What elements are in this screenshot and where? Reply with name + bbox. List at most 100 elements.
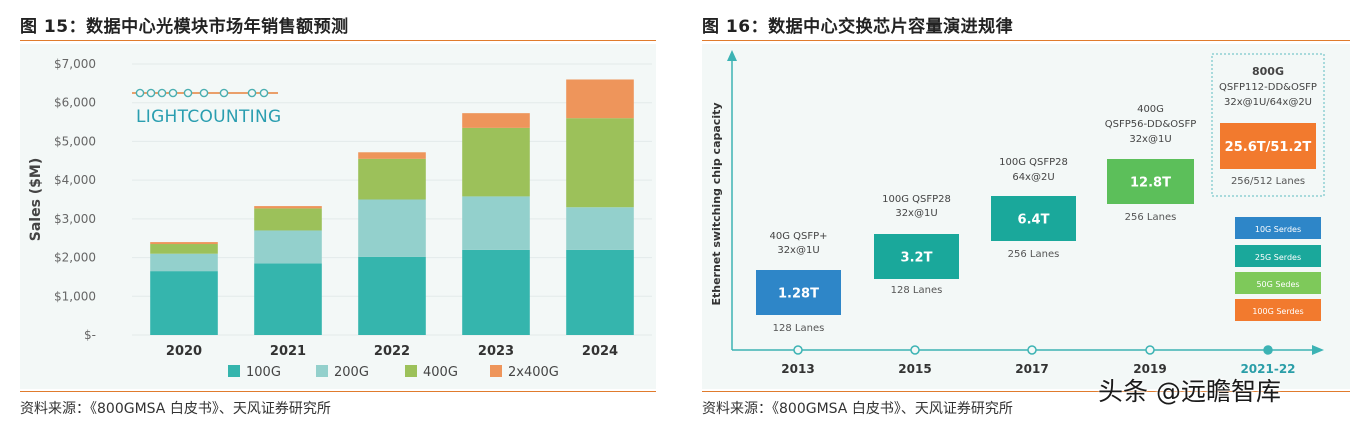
timeline-marker [910,345,920,355]
bar-2020-100G [150,271,218,335]
y-tick-label: $2,000 [54,251,96,265]
serdes-item-0: 10G Serdes [1235,217,1321,239]
module-caption: 32x@1U [777,245,819,256]
x-tick-label: 2024 [582,344,618,359]
figure-16-title: 图 16：数据中心交换芯片容量演进规律 [702,17,1014,37]
lanes-caption: 128 Lanes [773,323,825,334]
switch-chip-diagram-area: Ethernet switching chip capacity 2013 2015… [702,44,1350,389]
lanes-caption: 256 Lanes [1125,212,1177,223]
year-label: 2015 [898,362,931,376]
bar-2020-200G [150,253,218,272]
bar-2021-2x400G [254,206,322,209]
future-highlight-frame [1211,53,1325,197]
capacity-block-3.2T: 3.2T 100G QSFP28 32x@1U 128 Lanes [874,194,959,296]
y-tick-label: $- [84,328,96,342]
bar-2023-400G [462,127,530,197]
module-caption: 100G QSFP28 [999,157,1068,168]
legend-item-2x400G: 2x400G [490,365,559,380]
capacity-block-25.6T/51.2T: 25.6T/51.2T 800G QSFP112-DD&OSFP 32x@1U/64x… [1219,65,1317,187]
x-tick-label: 2023 [478,344,514,359]
serdes-box [1235,272,1321,294]
legend-item-200G: 200G [316,365,369,380]
bar-2023-100G [462,249,530,335]
bar-2024-400G [566,118,634,208]
source-rule [702,391,1350,392]
module-caption: 32x@1U [1129,134,1171,145]
legend-swatch [490,365,502,377]
title-rule [702,40,1350,41]
module-caption: 32x@1U/64x@2U [1224,97,1312,108]
module-caption: 40G QSFP+ [769,231,827,242]
legend-label: 2x400G [508,365,559,380]
capacity-label: 3.2T [901,251,933,266]
x-tick-label: 2020 [166,344,202,359]
y-tick-label: $7,000 [54,57,96,71]
bar-2023-2x400G [462,113,530,128]
legend-item-400G: 400G [405,365,458,380]
timeline-marker [1145,345,1155,355]
capacity-box [991,196,1076,241]
y-axis-label: Sales ($M) [28,158,44,242]
year-label: 2013 [781,362,814,376]
source-rule [20,391,656,392]
x-tick-label: 2021 [270,344,306,359]
bar-2024-100G [566,249,634,335]
serdes-label: 10G Serdes [1255,225,1301,234]
y-tick-label: $4,000 [54,173,96,187]
serdes-item-1: 25G Serdes [1235,245,1321,267]
figure-16-source: 资料来源：《800GMSA 白皮书》、天风证券研究所 [702,401,1013,417]
legend-item-100G: 100G [228,365,281,380]
year-label: 2019 [1133,362,1166,376]
year-label: 2021-22 [1240,362,1295,376]
stacked-bar-chart: $- $1,000 $2,000 $3,000 $4,000 $5,000 $6,000 $7… [28,57,652,380]
serdes-label: 50G Sedes [1256,280,1299,289]
capacity-box [756,270,841,315]
serdes-box [1235,299,1321,321]
module-caption: 100G QSFP28 [882,194,951,205]
timeline-marker [1027,345,1037,355]
serdes-item-2: 50G Sedes [1235,272,1321,294]
lanes-caption: 128 Lanes [891,285,943,296]
module-caption: QSFP56-DD&OSFP [1105,119,1197,130]
serdes-box [1235,245,1321,267]
capacity-label: 25.6T/51.2T [1225,140,1312,155]
bar-2023-200G [462,196,530,250]
bar-2022-2x400G [358,152,426,159]
capacity-label: 12.8T [1130,176,1171,191]
module-caption: QSFP112-DD&OSFP [1219,82,1317,93]
module-caption: 32x@1U [895,208,937,219]
y-tick-label: $5,000 [54,134,96,148]
capacity-box [1107,159,1194,204]
bar-2021-400G [254,208,322,231]
lanes-caption: 256/512 Lanes [1231,176,1305,187]
legend-label: 100G [246,365,281,380]
legend-swatch [316,365,328,377]
module-caption: 64x@2U [1012,172,1054,183]
lanes-caption: 256 Lanes [1008,249,1060,260]
capacity-box [874,234,959,279]
figure-15-source: 资料来源：《800GMSA 白皮书》、天风证券研究所 [20,401,331,417]
bar-2022-400G [358,158,426,200]
x-tick-label: 2022 [374,344,410,359]
capacity-label: 1.28T [778,287,819,302]
lightcounting-logo: LIGHTCOUNTING [132,88,281,127]
module-caption: 400G [1137,104,1164,115]
bar-2021-100G [254,263,322,335]
logo-text: LIGHTCOUNTING [136,107,281,127]
y-axis-arrow [727,50,737,61]
capacity-block-12.8T: 12.8T 400G QSFP56-DD&OSFP 32x@1U 256 Lanes [1105,104,1197,223]
bar-2022-100G [358,256,426,335]
y-tick-label: $3,000 [54,212,96,226]
capacity-box [1220,123,1316,169]
year-label: 2017 [1015,362,1048,376]
y-tick-label: $1,000 [54,289,96,303]
serdes-item-3: 100G Serdes [1235,299,1321,321]
bar-2020-400G [150,244,218,254]
figure-15-panel: 图 15：数据中心光模块市场年销售额预测 $- $1,000 $2,000 $3,00… [0,0,660,425]
watermark: 头条 @远瞻智库 [1098,377,1281,406]
capacity-block-6.4T: 6.4T 100G QSFP28 64x@2U 256 Lanes [991,157,1076,260]
bar-2020-2x400G [150,242,218,245]
y-tick-label: $6,000 [54,96,96,110]
serdes-box [1235,217,1321,239]
switch-capacity-roadmap: Ethernet switching chip capacity 2013 2015… [710,50,1325,376]
